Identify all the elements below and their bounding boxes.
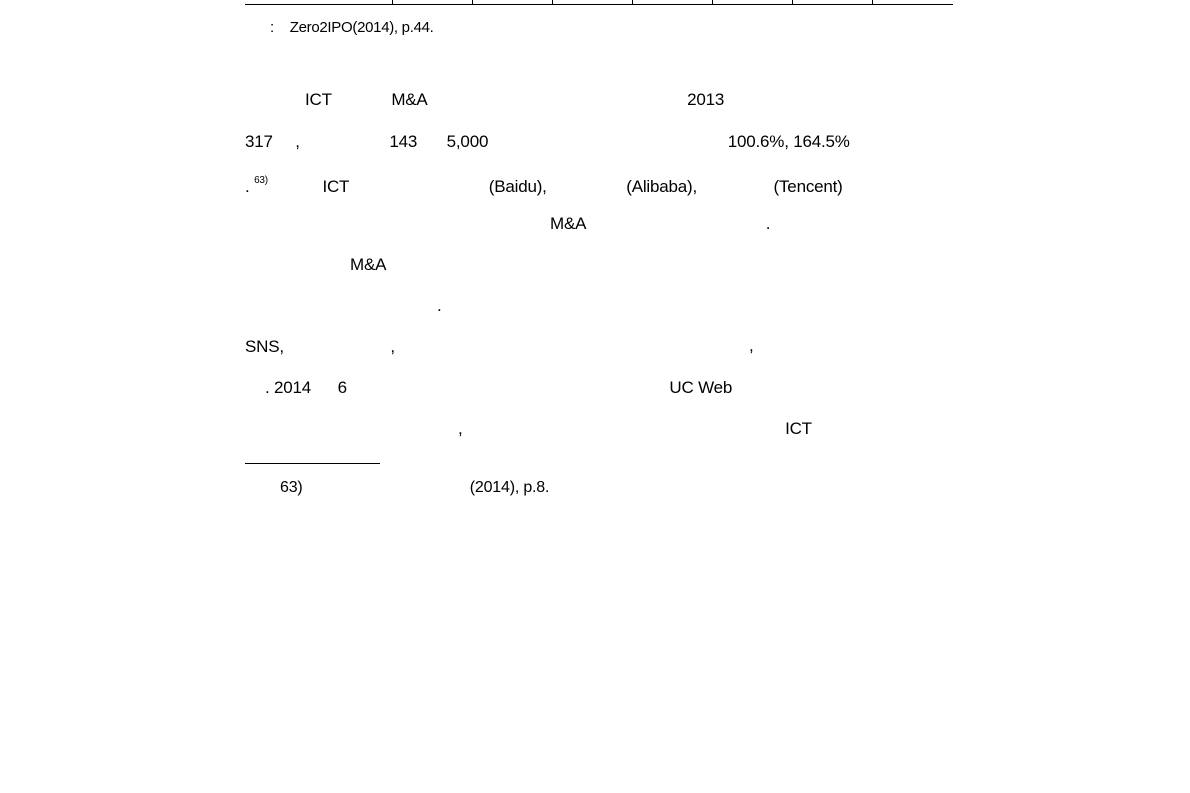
paragraph-line: , ICT [245, 409, 953, 449]
text-segment: 317 [245, 122, 273, 162]
text-segment: ICT [322, 167, 349, 207]
text-segment: 143 [389, 122, 417, 162]
table-cell-label: M&A [245, 0, 393, 4]
text-segment: , [458, 409, 463, 449]
text-segment: 100.6%, 164.5% [728, 122, 850, 162]
text-segment: M&A [550, 204, 586, 244]
text-segment: 2013 [687, 80, 724, 120]
text-segment: 5,000 [447, 122, 489, 162]
table-cell [633, 0, 713, 4]
source-colon: : [270, 19, 274, 36]
superscript-ref: 63) [254, 175, 268, 186]
paragraph-line: ICT M&A 2013 [245, 80, 953, 120]
text-segment: . [766, 204, 771, 244]
text-segment: 6 [338, 368, 347, 408]
footnote-number: 63) [280, 479, 303, 497]
text-segment: UC Web [669, 368, 732, 408]
text-segment: M&A [391, 80, 427, 120]
text-segment: SNS, [245, 327, 284, 367]
table-cell [793, 0, 873, 4]
table-cell [713, 0, 793, 4]
source-text: Zero2IPO(2014), p.44. [290, 19, 434, 36]
text-segment: (Alibaba), [626, 167, 697, 207]
text-segment: . 2014 [265, 368, 311, 408]
paragraph-line: SNS, , [245, 327, 953, 367]
paragraph-line: M&A . [245, 204, 953, 244]
text-segment: (Baidu), [489, 167, 547, 207]
text-segment: (Tencent) [774, 167, 843, 207]
footnote-separator [245, 463, 380, 464]
table-cell [393, 0, 473, 4]
source-note: : Zero2IPO(2014), p.44. [270, 19, 434, 36]
text-segment: . [437, 286, 442, 326]
text-segment: M&A [350, 245, 386, 285]
text-segment: , [295, 122, 300, 162]
text-segment: ICT [785, 409, 812, 449]
paragraph-line: . 63) ICT (Baidu), (Alibaba), (Tencent) [245, 163, 953, 207]
text-segment: ICT [305, 80, 332, 120]
table-cell [473, 0, 553, 4]
table-cell [553, 0, 633, 4]
paragraph-line: 317 , 143 5,000 100.6%, 164.5% [245, 122, 953, 162]
paragraph-line: M&A [245, 245, 953, 285]
text-segment: . [245, 167, 250, 207]
paragraph-line: . 2014 6 UC Web [245, 368, 953, 408]
footnote-text: (2014), p.8. [470, 479, 549, 497]
text-segment: , [390, 327, 395, 367]
table-row-fragment: M&A [245, 0, 953, 5]
table-cell [873, 0, 953, 4]
footnote: 63) (2014), p.8. [280, 479, 549, 497]
